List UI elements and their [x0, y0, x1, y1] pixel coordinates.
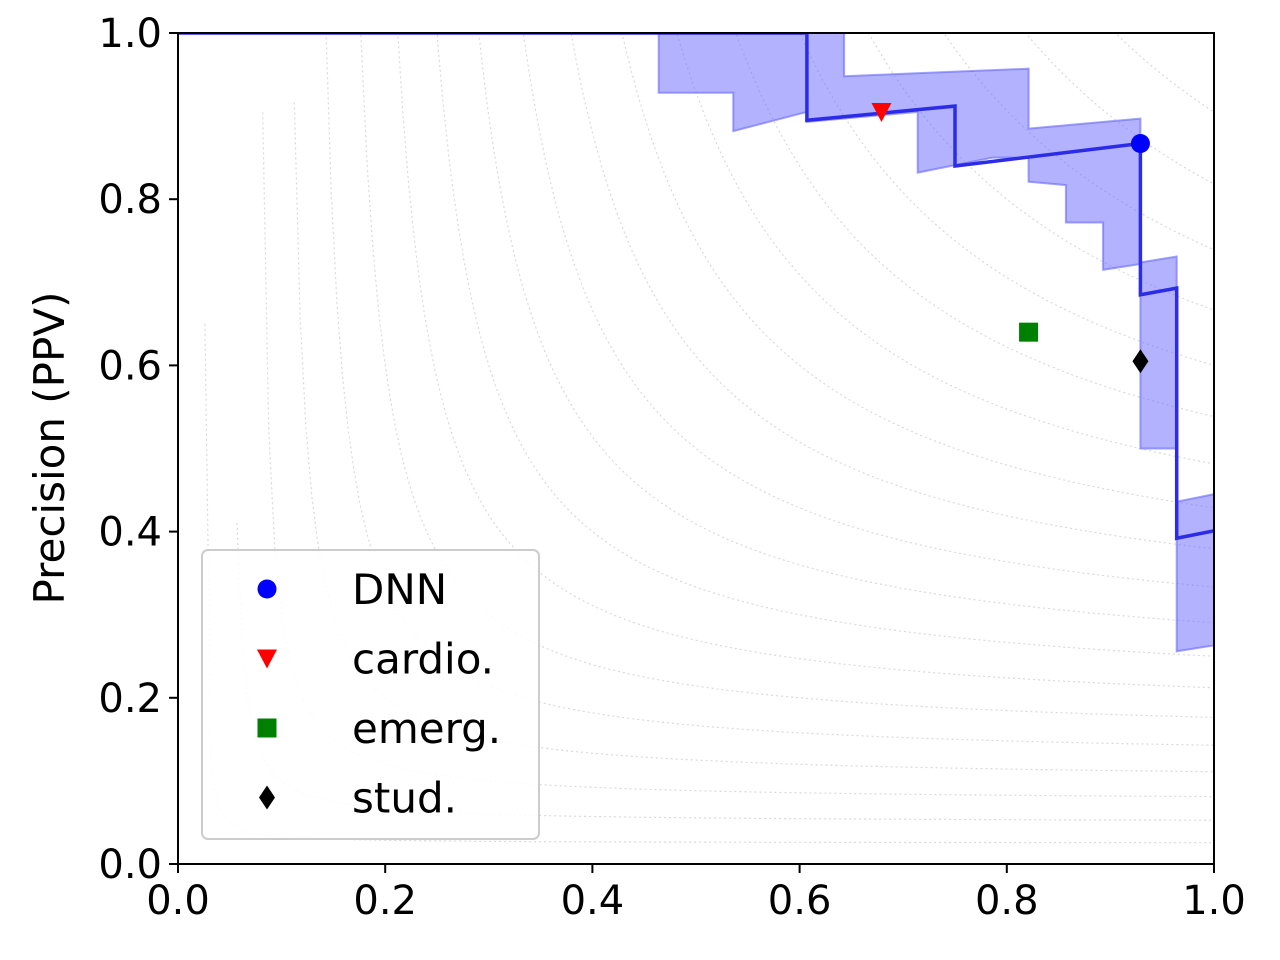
y-tick-label: 0.6: [98, 343, 162, 389]
y-tick-label: 0.4: [98, 510, 162, 556]
y-tick-label: 0.8: [98, 177, 162, 223]
iso-f1-contour: [478, 33, 1214, 624]
iso-f1-contour: [676, 33, 1214, 465]
marker-emerg: [1019, 322, 1039, 342]
iso-f1-contour: [522, 33, 1214, 588]
x-tick-label: 0.2: [353, 878, 417, 924]
y-axis-label: Precision (PPV): [25, 292, 74, 605]
y-axis: 0.0 0.2 0.4 0.6 0.8 1.0: [98, 11, 178, 888]
marker-stud: [1132, 349, 1149, 374]
legend: DNN cardio. emerg. stud.: [201, 549, 540, 840]
marker-layer: [871, 102, 1150, 374]
x-tick-label: 0.6: [768, 878, 832, 924]
legend-label: emerg.: [352, 704, 501, 753]
legend-box: [201, 549, 540, 840]
legend-marker-stud: [259, 785, 275, 810]
plot-frame: [177, 32, 1215, 865]
y-tick-label: 0.0: [98, 842, 162, 888]
x-tick-label: 0.4: [561, 878, 625, 924]
x-tick-label: 0.8: [975, 878, 1039, 924]
y-tick-label: 0.2: [98, 676, 162, 722]
marker-cardio: [871, 102, 892, 122]
pr-curve: [178, 33, 1214, 541]
confidence-band: [657, 33, 1214, 653]
iso-f1-contour: [293, 102, 1214, 773]
confidence-band-layer: [657, 33, 1214, 653]
iso-f1-contour: [436, 33, 1214, 657]
legend-marker-emerg: [257, 718, 277, 738]
iso-f1-contour: [621, 33, 1214, 509]
iso-f1-contour: [570, 33, 1214, 550]
y-tick-label: 1.0: [98, 11, 162, 57]
legend-marker-cardio: [257, 649, 277, 669]
legend-label: DNN: [352, 565, 447, 614]
legend-label: stud.: [352, 774, 457, 823]
legend-marker-dnn: [257, 579, 277, 599]
legend-label: cardio.: [352, 635, 494, 684]
x-tick-label: 1.0: [1182, 878, 1246, 924]
pr-curve-layer: [178, 33, 1214, 541]
marker-dnn: [1130, 134, 1150, 154]
iso-f1-contour: [1114, 33, 1214, 113]
iso-f1-contour: [204, 323, 1214, 844]
x-tick-label: 0.0: [146, 878, 210, 924]
iso-f1-contour: [735, 33, 1214, 418]
x-axis: 0.0 0.2 0.4 0.6 0.8 1.0: [146, 864, 1246, 924]
